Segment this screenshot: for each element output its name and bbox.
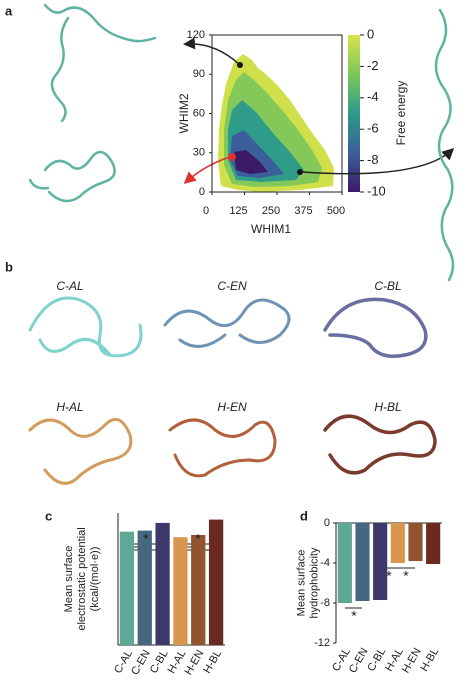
- significance-mark: *: [386, 568, 392, 584]
- bar: [390, 523, 405, 563]
- x-tick-label: 0: [203, 205, 209, 217]
- colorbar-tick-label: 0: [367, 26, 374, 41]
- bar: [173, 537, 188, 645]
- x-tick-label: C-EN: [129, 648, 153, 677]
- arrows: [183, 37, 455, 184]
- significance-mark: *: [195, 531, 201, 547]
- bar: [373, 523, 388, 600]
- y-axis-label: Mean surface: [295, 550, 307, 617]
- y-tick-label: 90: [193, 68, 205, 80]
- bar: [137, 530, 152, 645]
- panel-label: c: [45, 508, 52, 523]
- bar: [119, 531, 135, 645]
- structure-label: C-EN: [217, 279, 247, 293]
- x-tick-label: 500: [327, 205, 345, 217]
- y-axis-label: electrostatic potential: [76, 527, 88, 630]
- bar: [337, 523, 352, 603]
- bar: [426, 523, 441, 564]
- y-tick-label: 0: [324, 517, 330, 529]
- structure-label: H-AL: [56, 400, 83, 414]
- bar: [155, 522, 170, 645]
- colorbar-tick-label: -8: [367, 152, 379, 167]
- colorbar-tick-label: -6: [367, 121, 379, 136]
- bar: [355, 523, 370, 601]
- y-tick-label: -12: [314, 637, 330, 649]
- colorbar-label: Free energy: [394, 81, 408, 146]
- y-tick-label: 120: [187, 29, 205, 41]
- colorbar-tick-label: -4: [367, 89, 379, 104]
- y-tick-label: -4: [320, 557, 330, 569]
- structure-label: C-AL: [56, 279, 83, 293]
- y-axis-label: WHIM2: [177, 93, 191, 133]
- significance-mark: *: [403, 568, 409, 584]
- bar: [208, 519, 224, 645]
- brackets: [128, 543, 415, 609]
- panel-label: a: [5, 3, 13, 18]
- x-tick-label: 250: [262, 205, 280, 217]
- x-tick-label: C-EN: [347, 646, 371, 675]
- y-tick-label: -8: [320, 597, 330, 609]
- protein-sketches: [28, 3, 455, 485]
- panel-label: d: [300, 508, 308, 523]
- x-tick-label: H-EN: [400, 646, 424, 675]
- colorbar-tick-label: -2: [367, 58, 379, 73]
- bar: [191, 535, 206, 645]
- y-tick-label: 0: [199, 186, 205, 198]
- y-axis-label: (kcal/(mol·e)): [89, 547, 101, 612]
- x-tick-label: H-BL: [418, 646, 441, 674]
- significance-mark: *: [143, 531, 149, 547]
- colorbar-tick-label: -10: [367, 183, 386, 198]
- colorbar: [348, 35, 360, 192]
- x-tick-label: 375: [294, 205, 312, 217]
- structure-label: H-EN: [217, 400, 247, 414]
- structure-label: H-BL: [374, 400, 401, 414]
- y-axis-label: hydrophobicity: [308, 547, 320, 618]
- x-axis-label: WHIM1: [251, 222, 291, 236]
- panel-label: b: [5, 259, 13, 274]
- free-energy-map: [218, 54, 334, 192]
- x-tick-label: 125: [229, 205, 247, 217]
- structure-label: C-BL: [374, 279, 401, 293]
- x-tick-label: H-BL: [201, 648, 224, 676]
- bar: [408, 523, 423, 561]
- y-tick-label: 30: [193, 147, 205, 159]
- significance-mark: *: [351, 608, 357, 624]
- x-tick-label: H-EN: [183, 648, 207, 677]
- y-tick-label: 60: [193, 107, 205, 119]
- y-axis-label: Mean surface: [63, 546, 75, 613]
